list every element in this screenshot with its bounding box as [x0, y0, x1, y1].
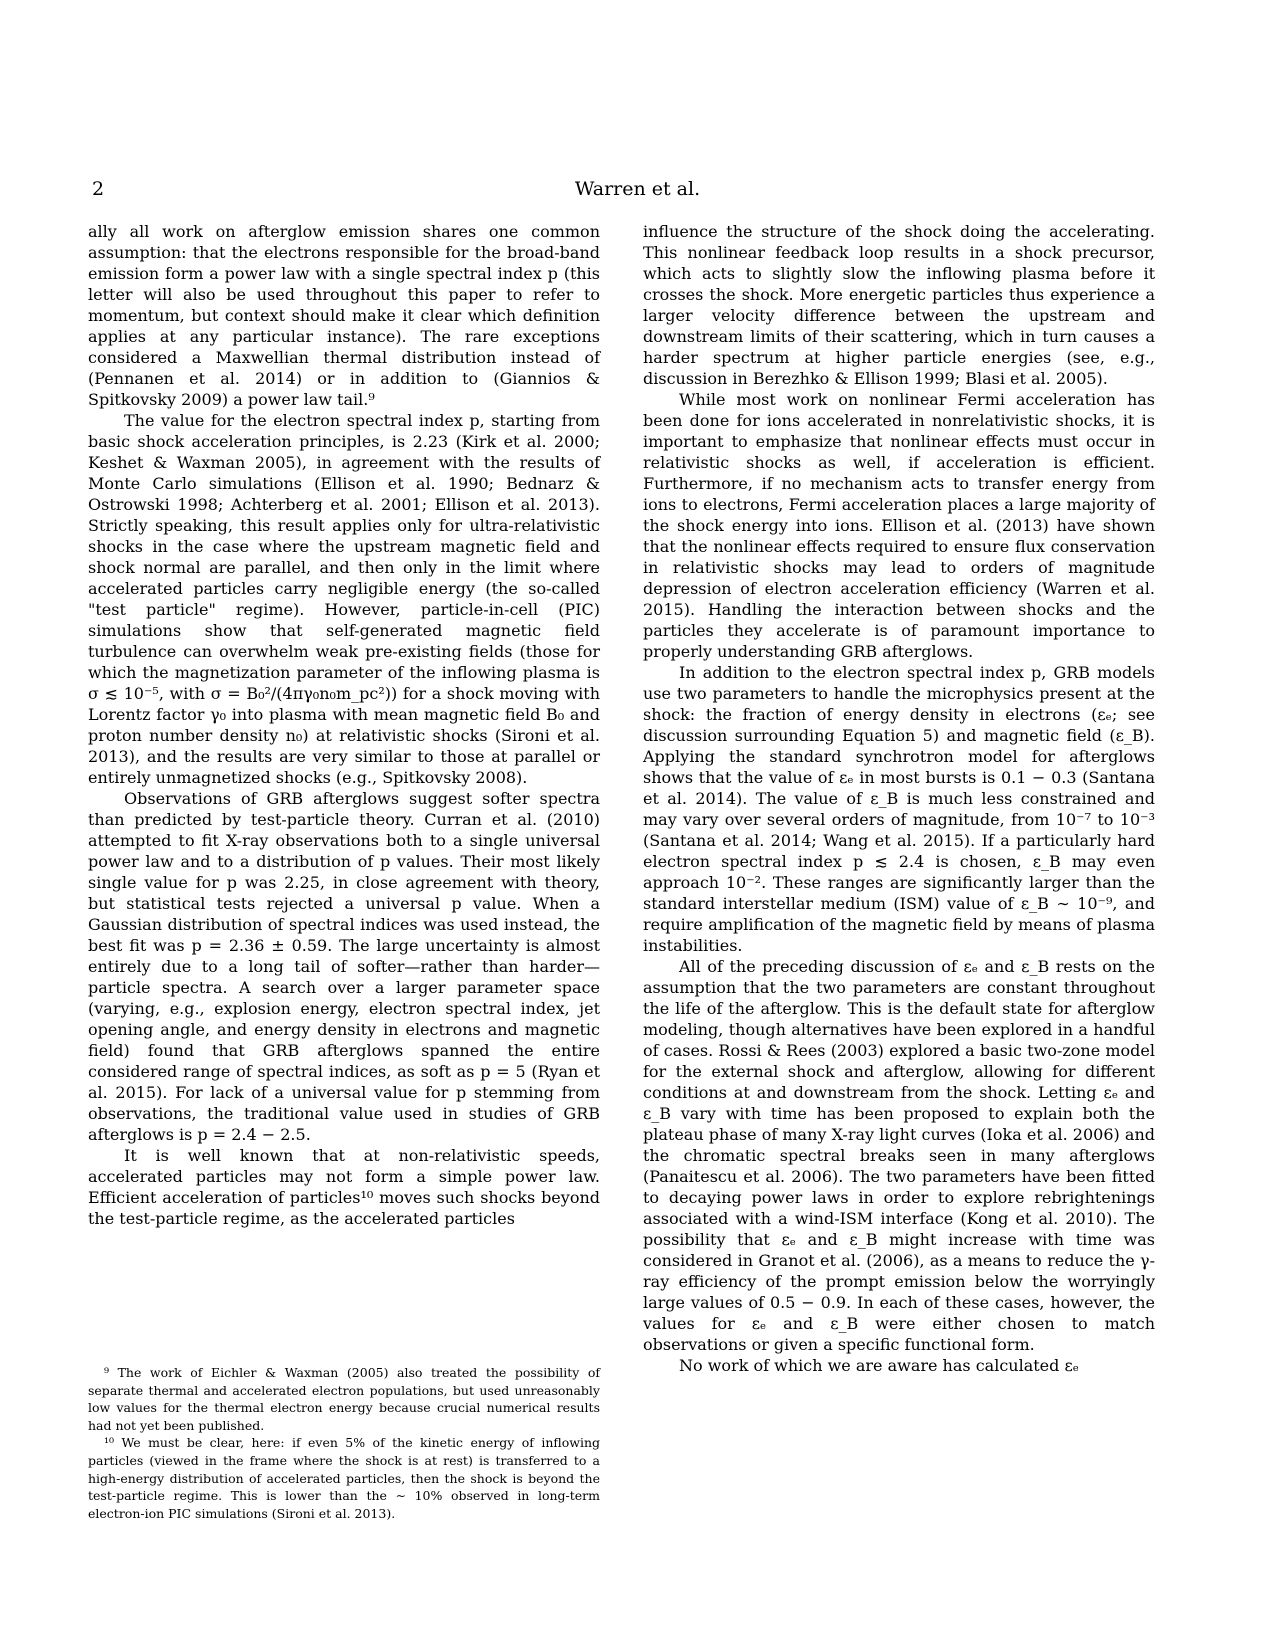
running-head: Warren et al. — [574, 178, 701, 200]
paragraph: In addition to the electron spectral ind… — [643, 663, 1155, 955]
paragraph: No work of which we are aware has calcul… — [679, 1356, 1079, 1375]
right-column: influence the structure of the shock doi… — [643, 221, 1155, 1376]
paragraph: While most work on nonlinear Fermi accel… — [643, 390, 1155, 661]
paragraph: It is well known that at non-relativisti… — [88, 1146, 600, 1228]
paragraph: ally all work on afterglow emission shar… — [88, 222, 600, 409]
paragraph: All of the preceding discussion of εₑ an… — [643, 957, 1155, 1354]
left-column: ally all work on afterglow emission shar… — [88, 221, 600, 1229]
paragraph: The value for the electron spectral inde… — [88, 411, 600, 787]
footnote: ¹⁰ We must be clear, here: if even 5% of… — [88, 1435, 600, 1521]
page-number: 2 — [92, 178, 105, 200]
paragraph: influence the structure of the shock doi… — [643, 222, 1155, 388]
paragraph: Observations of GRB afterglows suggest s… — [88, 789, 600, 1144]
footnote: ⁹ The work of Eichler & Waxman (2005) al… — [88, 1365, 600, 1433]
footnotes: ⁹ The work of Eichler & Waxman (2005) al… — [88, 1364, 600, 1522]
